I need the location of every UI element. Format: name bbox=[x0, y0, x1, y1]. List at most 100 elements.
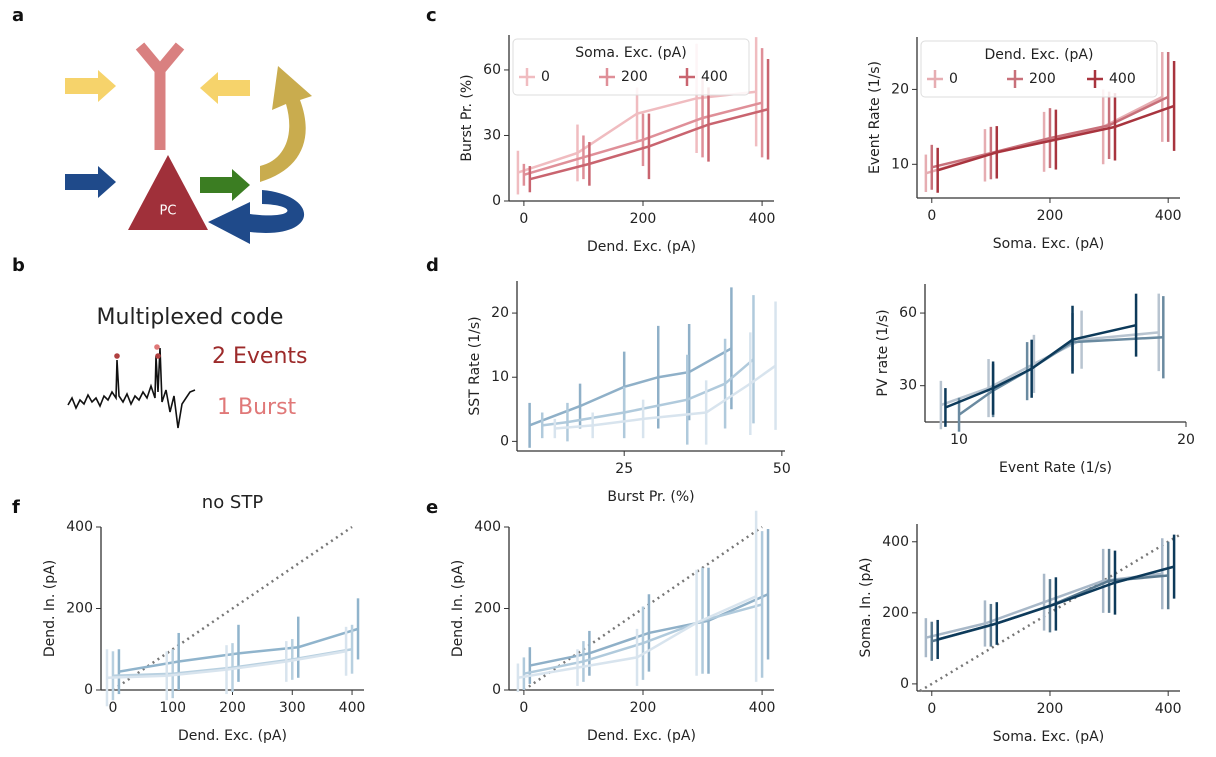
panel-label: b bbox=[12, 255, 25, 276]
x-tick-label: 200 bbox=[219, 700, 246, 716]
legend-label: 0 bbox=[949, 71, 958, 87]
x-tick-label: 200 bbox=[1037, 208, 1064, 224]
curved-arrow bbox=[208, 190, 305, 244]
x-tick-label: 25 bbox=[615, 461, 633, 477]
y-axis-label: Event Rate (1/s) bbox=[867, 61, 883, 174]
chart-title: no STP bbox=[202, 492, 264, 513]
legend-label: 200 bbox=[1029, 71, 1056, 87]
y-tick-label: 400 bbox=[474, 519, 501, 535]
series-line bbox=[523, 101, 763, 176]
x-tick-label: 0 bbox=[927, 208, 936, 224]
series-line bbox=[517, 90, 757, 174]
legend-box bbox=[512, 38, 750, 96]
y-tick-label: 10 bbox=[491, 369, 509, 385]
panel-label: e bbox=[426, 497, 438, 518]
chart: 0 30 60 0 200 400 Dend. Exc. (pA) Burst Pr. (%)… bbox=[459, 35, 775, 255]
arrow bbox=[200, 72, 250, 104]
series-line bbox=[944, 323, 1137, 409]
events-label: 2 Events bbox=[212, 344, 307, 369]
x-tick-label: 50 bbox=[773, 461, 791, 477]
y-axis-label: Dend. In. (pA) bbox=[42, 560, 58, 657]
x-tick-label: 100 bbox=[159, 700, 186, 716]
y-axis-label: Burst Pr. (%) bbox=[459, 74, 475, 161]
x-tick-label: 400 bbox=[1155, 208, 1182, 224]
legend-title: Soma. Exc. (pA) bbox=[575, 45, 686, 61]
x-tick-label: 400 bbox=[339, 700, 366, 716]
dendrite bbox=[135, 42, 185, 150]
x-tick-label: 200 bbox=[1037, 701, 1064, 717]
y-tick-label: 200 bbox=[474, 601, 501, 617]
series-line bbox=[529, 347, 733, 427]
legend-label: 400 bbox=[701, 69, 728, 85]
series-line bbox=[554, 364, 777, 430]
legend-title: Dend. Exc. (pA) bbox=[985, 47, 1094, 63]
chart: 30 60 10 20 Event Rate (1/s) PV rate (1/s) bbox=[875, 284, 1195, 476]
series-line bbox=[931, 95, 1169, 169]
voltage-trace bbox=[67, 347, 196, 429]
identity-line bbox=[112, 525, 353, 692]
x-tick-label: 200 bbox=[630, 211, 657, 227]
legend-label: 400 bbox=[1109, 71, 1136, 87]
panel-label: f bbox=[12, 497, 20, 518]
legend-box bbox=[920, 40, 1158, 98]
panel-label: c bbox=[426, 5, 437, 26]
x-axis-label: Dend. Exc. (pA) bbox=[587, 728, 696, 744]
y-tick-label: 400 bbox=[882, 534, 909, 550]
x-tick-label: 0 bbox=[927, 701, 936, 717]
x-tick-label: 10 bbox=[950, 432, 968, 448]
x-axis-label: Soma. Exc. (pA) bbox=[993, 236, 1104, 252]
series-line bbox=[937, 104, 1175, 172]
x-axis-label: Dend. Exc. (pA) bbox=[587, 239, 696, 255]
y-axis-label: SST Rate (1/s) bbox=[467, 316, 483, 415]
pc-cell bbox=[128, 155, 208, 230]
y-tick-label: 0 bbox=[492, 193, 501, 209]
series-line bbox=[542, 358, 755, 427]
x-tick-label: 300 bbox=[279, 700, 306, 716]
series-line bbox=[529, 593, 769, 667]
legend-label: 0 bbox=[541, 69, 550, 85]
y-axis-label: Dend. In. (pA) bbox=[450, 560, 466, 657]
y-tick-label: 0 bbox=[492, 682, 501, 698]
x-tick-label: 0 bbox=[519, 700, 528, 716]
x-axis-label: Soma. Exc. (pA) bbox=[993, 729, 1104, 745]
circuit-diagram: PC bbox=[65, 42, 312, 244]
y-tick-label: 400 bbox=[66, 519, 93, 535]
series-line bbox=[118, 627, 359, 673]
event-dot bbox=[154, 344, 160, 350]
legend-label: 200 bbox=[621, 69, 648, 85]
panel-label: d bbox=[426, 255, 439, 276]
x-tick-label: 400 bbox=[749, 700, 776, 716]
y-tick-label: 0 bbox=[84, 682, 93, 698]
y-tick-label: 20 bbox=[891, 81, 909, 97]
series-line bbox=[517, 595, 757, 680]
y-tick-label: 60 bbox=[899, 305, 917, 321]
y-tick-label: 30 bbox=[899, 378, 917, 394]
y-tick-label: 200 bbox=[66, 601, 93, 617]
panel-label: a bbox=[12, 5, 24, 26]
series-line bbox=[529, 108, 769, 181]
bursts-label: 1 Burst bbox=[217, 395, 297, 420]
x-tick-label: 400 bbox=[1155, 701, 1182, 717]
chart: 0 200 400 0 100 200 300 400 Dend. Exc. (pA) Dend.… bbox=[42, 492, 365, 744]
x-axis-label: Dend. Exc. (pA) bbox=[178, 728, 287, 744]
chart: 0 200 400 0 200 400 Dend. Exc. (pA) Dend. In. (… bbox=[450, 510, 776, 744]
x-tick-label: 400 bbox=[749, 211, 776, 227]
y-tick-label: 0 bbox=[500, 433, 509, 449]
x-axis-label: Burst Pr. (%) bbox=[607, 489, 694, 505]
x-tick-label: 20 bbox=[1177, 432, 1195, 448]
event-dot bbox=[155, 353, 161, 359]
y-tick-label: 20 bbox=[491, 305, 509, 321]
cell-label: PC bbox=[160, 204, 177, 219]
y-tick-label: 200 bbox=[882, 605, 909, 621]
chart: 0 10 20 25 50 Burst Pr. (%) SST Rate (1/s) bbox=[467, 281, 791, 505]
code-title: Multiplexed code bbox=[97, 305, 284, 330]
arrow bbox=[65, 166, 116, 198]
chart: 0 200 400 0 200 400 Soma. Exc. (pA) Soma. In. (… bbox=[858, 524, 1182, 745]
arrow bbox=[65, 70, 116, 102]
y-axis-label: PV rate (1/s) bbox=[875, 309, 891, 396]
arrow bbox=[200, 169, 250, 201]
series-line bbox=[523, 603, 763, 675]
x-axis-label: Event Rate (1/s) bbox=[999, 460, 1112, 476]
